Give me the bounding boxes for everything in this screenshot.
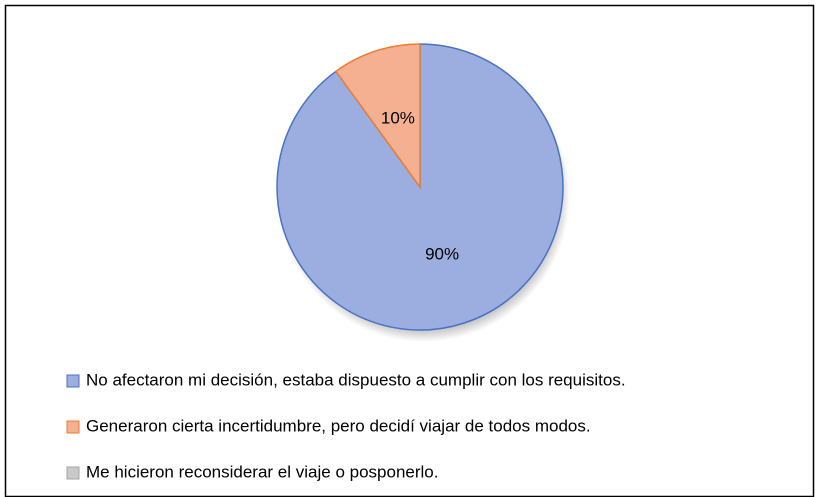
legend-label: No afectaron mi decisión, estaba dispues… (86, 370, 626, 389)
data-label: 90% (425, 244, 459, 263)
pie-slice (334, 43, 421, 190)
legend-swatch (66, 420, 80, 434)
legend-label: Generaron cierta incertidumbre, pero dec… (86, 416, 591, 435)
legend-label: Me hicieron reconsiderar el viaje o posp… (86, 462, 438, 481)
legend-swatch (66, 374, 80, 388)
data-label: 10% (381, 108, 415, 127)
legend-swatch (66, 466, 80, 480)
